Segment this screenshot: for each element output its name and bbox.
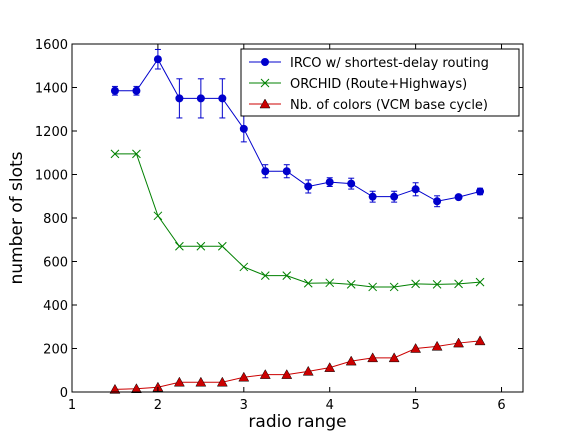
series-0-point-17 xyxy=(476,187,485,196)
series-2-point-13 xyxy=(388,352,400,363)
series-0-point-6 xyxy=(239,124,248,133)
series-0-point-16 xyxy=(454,193,463,202)
legend-marker-1 xyxy=(260,78,270,88)
series-1-point-5 xyxy=(217,241,227,251)
legend-label-2: Nb. of colors (VCM base cycle) xyxy=(290,98,488,113)
series-1 xyxy=(110,149,485,292)
y-tick-label-3: 600 xyxy=(43,256,68,271)
ticks-layer: 1 2 3 4 5 6 0 200 400 600 800 1000 1200 1400 1600 xyxy=(35,38,523,413)
series-1-point-17 xyxy=(475,277,485,287)
series-0-point-8 xyxy=(282,167,291,176)
series-0-point-7 xyxy=(261,167,270,176)
series-1-point-11 xyxy=(346,279,356,289)
x-tick-label-2: 3 xyxy=(240,398,248,413)
series-0-point-5 xyxy=(218,94,227,103)
series-0-point-9 xyxy=(304,182,313,191)
series-2-point-4 xyxy=(195,376,207,387)
series-1-point-6 xyxy=(239,262,249,272)
series-1-point-13 xyxy=(389,282,399,292)
series-0-line xyxy=(114,58,481,202)
series-1-point-16 xyxy=(454,279,463,289)
series-2-point-7 xyxy=(259,369,271,379)
y-tick-label-6: 1200 xyxy=(35,125,68,140)
series-0-point-3 xyxy=(175,94,184,103)
x-tick-label-5: 6 xyxy=(497,398,505,413)
series-2-point-0 xyxy=(109,383,121,394)
series-0-point-12 xyxy=(368,192,377,201)
series-2-point-5 xyxy=(216,376,228,387)
series-2-point-12 xyxy=(367,352,379,363)
series-1-point-10 xyxy=(325,278,335,288)
legend-marker-0 xyxy=(261,58,269,66)
series-2-point-9 xyxy=(302,365,314,376)
series-1-point-9 xyxy=(303,278,313,288)
legend-label-1: ORCHID (Route+Highways) xyxy=(290,77,467,92)
series-0-point-0 xyxy=(110,86,119,95)
series-1-point-1 xyxy=(132,149,141,159)
series-1-line xyxy=(114,153,481,288)
x-tick-label-0: 1 xyxy=(68,398,76,413)
series-0-point-13 xyxy=(390,192,399,201)
legend-entry-2: Nb. of colors (VCM base cycle) xyxy=(249,98,488,113)
series-2-point-16 xyxy=(453,337,464,348)
series-2-point-3 xyxy=(173,376,185,387)
series-0-point-1 xyxy=(132,86,141,95)
series-1-point-15 xyxy=(432,279,442,289)
y-axis-label: number of slots xyxy=(7,151,27,284)
series-2-point-17 xyxy=(474,335,486,346)
series-1-point-4 xyxy=(196,241,206,251)
series-0-point-15 xyxy=(433,197,442,206)
y-tick-label-2: 400 xyxy=(43,299,68,314)
series-1-point-14 xyxy=(411,279,420,289)
x-tick-label-1: 2 xyxy=(154,398,162,413)
y-tick-label-8: 1600 xyxy=(35,38,68,53)
series-0-point-4 xyxy=(196,94,205,103)
series-2-point-1 xyxy=(131,383,142,393)
legend-label-0: IRCO w/ shortest-delay routing xyxy=(290,56,489,71)
series-0-point-2 xyxy=(153,55,162,64)
series-1-point-12 xyxy=(368,282,378,292)
legend: IRCO w/ shortest-delay routing ORCHID (Ro… xyxy=(240,48,520,117)
series-1-point-7 xyxy=(260,271,270,280)
series-2-point-8 xyxy=(281,369,293,379)
series-2-point-14 xyxy=(410,342,422,353)
series-0-point-11 xyxy=(347,179,356,188)
series-2 xyxy=(109,335,486,394)
series-2-point-10 xyxy=(324,362,336,372)
legend-entry-1: ORCHID (Route+Highways) xyxy=(249,77,467,92)
x-tick-label-4: 5 xyxy=(411,398,419,413)
series-layer xyxy=(109,48,486,394)
series-2-point-11 xyxy=(345,355,357,366)
y-tick-label-0: 0 xyxy=(60,386,68,401)
series-2-line xyxy=(114,340,481,390)
series-0-point-14 xyxy=(411,185,420,194)
x-tick-label-3: 4 xyxy=(326,398,334,413)
y-tick-label-1: 200 xyxy=(43,343,68,358)
legend-box xyxy=(240,48,520,117)
series-2-point-6 xyxy=(238,371,250,382)
series-2-point-15 xyxy=(431,340,443,351)
y-tick-label-4: 800 xyxy=(43,212,68,227)
x-axis-label: radio range xyxy=(248,412,346,432)
series-0-point-10 xyxy=(325,178,334,187)
legend-marker-2 xyxy=(259,98,271,109)
series-1-point-2 xyxy=(153,211,163,221)
legend-entry-0: IRCO w/ shortest-delay routing xyxy=(249,56,489,71)
series-1-point-3 xyxy=(175,241,184,251)
series-0 xyxy=(110,48,485,208)
y-tick-label-7: 1400 xyxy=(35,82,68,97)
series-1-point-8 xyxy=(282,271,292,280)
y-tick-label-5: 1000 xyxy=(35,169,68,184)
series-1-point-0 xyxy=(110,149,120,159)
